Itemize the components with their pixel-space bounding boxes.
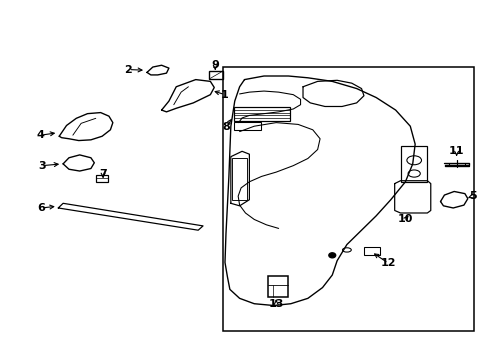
Text: 1: 1	[221, 90, 228, 100]
Text: 9: 9	[211, 60, 219, 70]
Bar	[222, 67, 473, 330]
Bar	[267, 276, 288, 297]
Text: 2: 2	[124, 64, 132, 75]
Text: 12: 12	[380, 258, 395, 268]
Text: 13: 13	[268, 299, 284, 309]
Bar	[233, 107, 289, 121]
Text: 6: 6	[37, 203, 45, 213]
Text: 10: 10	[397, 215, 412, 224]
Bar	[233, 122, 260, 130]
Text: 7: 7	[99, 169, 107, 179]
Text: 4: 4	[37, 130, 44, 140]
Bar	[363, 247, 379, 255]
Text: 8: 8	[222, 122, 230, 132]
Circle shape	[328, 253, 335, 258]
Bar	[209, 71, 223, 79]
Bar	[231, 158, 247, 200]
Text: 3: 3	[38, 161, 46, 171]
Text: 5: 5	[468, 191, 475, 201]
Bar	[400, 146, 427, 182]
Text: 11: 11	[448, 146, 464, 156]
Bar	[96, 175, 108, 182]
